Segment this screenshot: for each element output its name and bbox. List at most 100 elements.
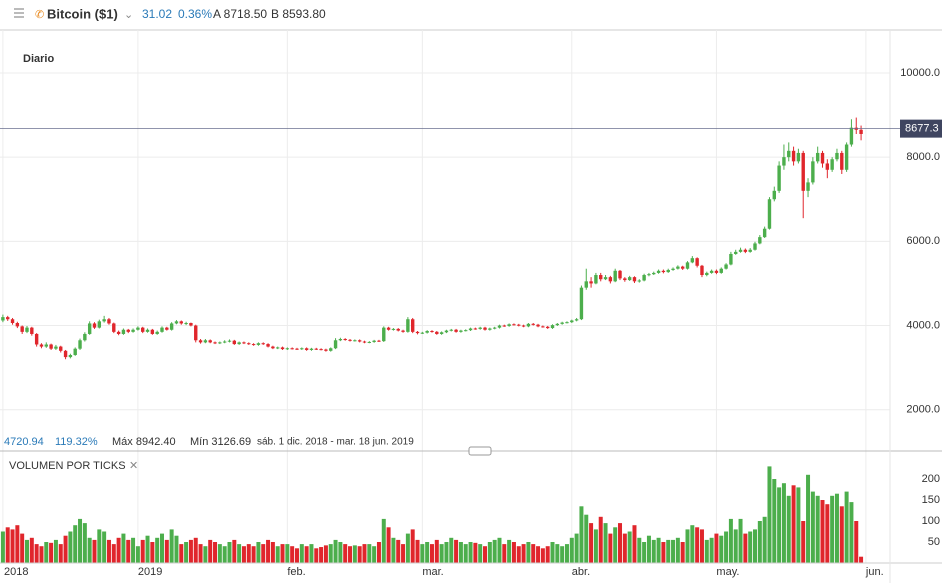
- volume-bar: [757, 521, 762, 563]
- volume-bar: [714, 533, 719, 563]
- volume-bar: [646, 535, 651, 563]
- volume-bar: [410, 529, 415, 563]
- candle-body: [849, 127, 854, 145]
- volume-bar: [73, 525, 78, 563]
- dropdown-icon[interactable]: ⌄: [124, 9, 133, 21]
- candle-body: [820, 152, 825, 164]
- candle-body: [613, 270, 617, 282]
- volume-bar: [516, 546, 521, 563]
- menu-icon[interactable]: [14, 8, 24, 18]
- volume-bar: [478, 544, 483, 563]
- resize-handle[interactable]: [468, 446, 492, 456]
- volume-bar: [121, 533, 126, 563]
- candle-body: [256, 343, 261, 345]
- volume-bar: [502, 544, 507, 563]
- volume-bar: [540, 548, 545, 563]
- volume-bar: [5, 527, 10, 563]
- candle-body: [68, 355, 73, 358]
- volume-bar: [49, 542, 54, 563]
- volume-bar: [444, 542, 449, 563]
- candle-body: [213, 342, 217, 344]
- candle-body: [796, 152, 801, 162]
- volume-bar: [724, 531, 729, 563]
- candle-body: [464, 330, 468, 332]
- volume-bar: [294, 548, 299, 563]
- volume-bar: [849, 502, 854, 563]
- candle-body: [825, 163, 830, 170]
- candle-body: [174, 321, 179, 324]
- candle-body: [357, 340, 362, 342]
- volume-bar: [222, 546, 227, 563]
- volume-bar: [352, 545, 357, 563]
- candle-body: [1, 317, 5, 321]
- candle-body: [194, 325, 198, 341]
- candle-body: [859, 129, 863, 134]
- volume-bar: [531, 544, 536, 563]
- candle-body: [247, 343, 251, 345]
- candle-body: [830, 159, 834, 170]
- volume-bar: [391, 537, 396, 563]
- candle-body: [729, 253, 733, 265]
- volume-bar: [68, 531, 73, 563]
- volume-bar: [217, 544, 222, 563]
- volume-bar: [15, 525, 20, 563]
- candle-body: [627, 277, 632, 281]
- candle-body: [840, 152, 844, 170]
- y-tick-label: 6000.0: [906, 235, 940, 247]
- candle-body: [618, 270, 622, 279]
- volume-bar: [497, 537, 502, 563]
- candle-body: [637, 280, 641, 282]
- candle-body: [459, 330, 463, 332]
- candle-body: [734, 251, 738, 254]
- candle-body: [642, 275, 646, 281]
- candle-body: [599, 275, 603, 280]
- candle-body: [758, 237, 762, 244]
- volume-bar: [213, 542, 218, 563]
- candle-body: [815, 152, 820, 162]
- volume-bar: [92, 539, 97, 563]
- candle-body: [801, 152, 805, 191]
- volume-bar: [53, 539, 58, 563]
- volume-bar: [666, 539, 671, 563]
- candle-body: [324, 349, 328, 351]
- candle-body: [507, 324, 511, 326]
- volume-bar: [179, 544, 184, 563]
- volume-bar: [227, 542, 232, 563]
- y-tick-label: 4000.0: [906, 319, 940, 331]
- volume-bar: [825, 504, 830, 563]
- volume-bar: [270, 542, 275, 563]
- volume-bar: [434, 539, 439, 563]
- close-volume[interactable]: ✕: [129, 460, 138, 472]
- volume-bar: [439, 544, 444, 563]
- volume-bar: [241, 546, 246, 563]
- change-pct: 0.36%: [178, 7, 212, 21]
- volume-bar: [675, 537, 680, 563]
- candle-body: [184, 323, 188, 325]
- volume-bar: [328, 544, 333, 563]
- volume-bar: [598, 516, 603, 563]
- candle-body: [391, 328, 396, 330]
- candle-body: [762, 228, 767, 238]
- volume-bar: [429, 544, 434, 563]
- candle-body: [555, 323, 560, 326]
- candle-body: [150, 329, 155, 334]
- volume-bar: [188, 539, 193, 563]
- candle-body: [333, 340, 338, 349]
- volume-bar: [463, 544, 468, 563]
- candle-body: [748, 249, 752, 252]
- volume-bar: [781, 483, 786, 563]
- volume-bar: [44, 542, 49, 563]
- candle-body: [396, 328, 400, 331]
- candle-body: [565, 322, 569, 324]
- candle-body: [78, 340, 82, 349]
- candle-body: [362, 341, 367, 343]
- volume-bar: [709, 537, 714, 563]
- candle-body: [767, 199, 772, 229]
- volume-bar: [78, 518, 83, 563]
- symbol[interactable]: Bitcoin ($1): [47, 6, 118, 21]
- volume-bar: [169, 529, 174, 563]
- candle-body: [160, 327, 164, 332]
- candle-body: [753, 243, 757, 250]
- candle-body: [112, 323, 116, 332]
